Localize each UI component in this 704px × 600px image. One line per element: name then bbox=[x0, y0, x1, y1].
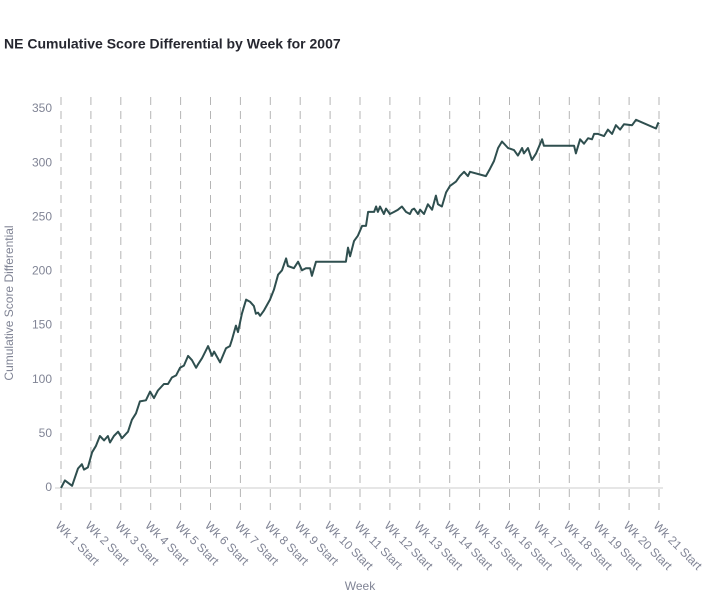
y-axis-title: Cumulative Score Differential bbox=[2, 225, 16, 380]
y-tick-label: 50 bbox=[39, 426, 53, 440]
line bbox=[60, 118, 660, 489]
y-tick-label: 350 bbox=[32, 101, 52, 115]
chart-title: NE Cumulative Score Differential by Week… bbox=[4, 36, 341, 52]
x-axis-title: Week bbox=[345, 579, 376, 593]
y-tick-label: 300 bbox=[32, 155, 52, 169]
y-tick-label: 150 bbox=[32, 318, 52, 332]
y-tick-label: 200 bbox=[32, 264, 52, 278]
y-tick-label: 100 bbox=[32, 372, 52, 386]
y-tick-label: 250 bbox=[32, 209, 52, 223]
y-tick-label: 0 bbox=[45, 480, 52, 494]
